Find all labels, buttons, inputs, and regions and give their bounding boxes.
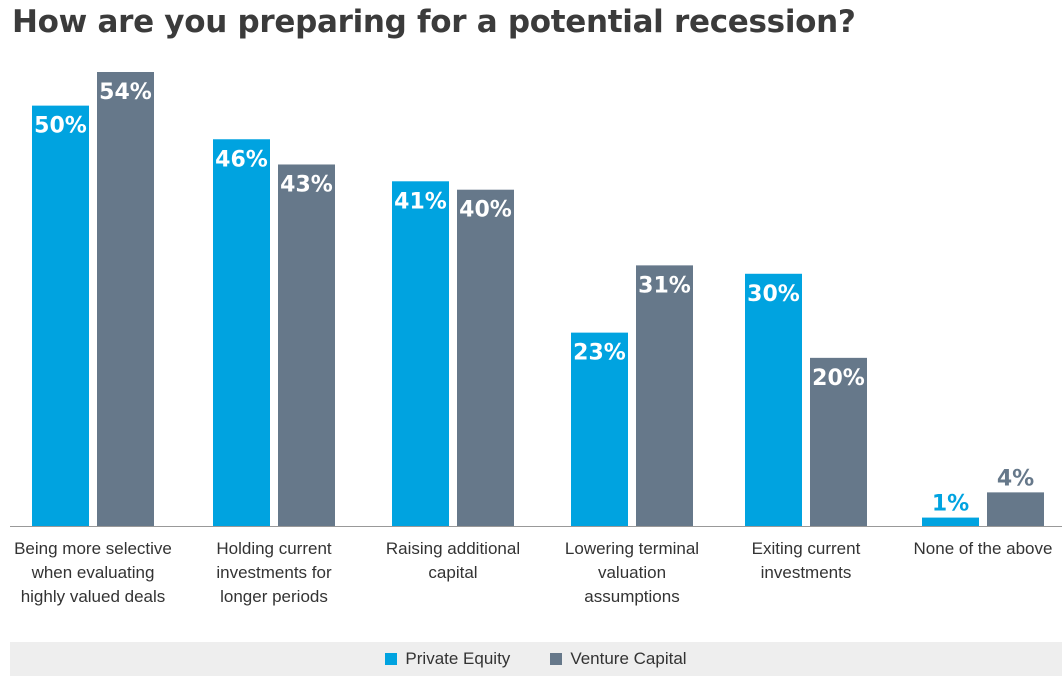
- legend-item-private-equity: Private Equity: [385, 649, 510, 669]
- bar-private-equity: [922, 517, 979, 526]
- category-label: Lowering terminal valuation assumptions: [565, 539, 699, 606]
- bar-group: 46% 43%: [213, 139, 335, 526]
- bar-venture-capital: [636, 265, 693, 526]
- data-label: 43%: [280, 172, 333, 197]
- bar-group: 23% 31%: [571, 265, 693, 526]
- legend-label-venture-capital: Venture Capital: [570, 649, 687, 668]
- data-label: 41%: [394, 189, 447, 214]
- data-label: 4%: [997, 466, 1034, 491]
- bar-private-equity: [392, 181, 449, 526]
- legend-swatch-private-equity: [385, 653, 398, 665]
- legend-item-venture-capital: Venture Capital: [550, 649, 687, 669]
- bar-chart: 50% 54% Being more selective when evaluatin…: [10, 72, 1062, 606]
- category-label: Raising additional capital: [386, 539, 520, 582]
- legend-swatch-venture-capital: [550, 653, 563, 665]
- bar-venture-capital: [987, 492, 1044, 526]
- bar-venture-capital: [810, 357, 867, 526]
- legend: Private Equity Venture Capital: [10, 642, 1062, 676]
- bar-group: 50% 54%: [32, 72, 154, 526]
- data-label: 31%: [638, 273, 691, 298]
- data-label: 46%: [215, 147, 268, 172]
- category-label: Exiting current investments: [752, 539, 861, 582]
- bar-venture-capital: [97, 72, 154, 526]
- data-label: 50%: [34, 114, 87, 139]
- bar-venture-capital: [278, 164, 335, 526]
- data-label: 23%: [573, 341, 626, 366]
- legend-label-private-equity: Private Equity: [405, 649, 511, 668]
- bar-group: 30% 20%: [745, 273, 867, 526]
- bar-group: 41% 40%: [392, 181, 514, 526]
- bar-private-equity: [32, 105, 89, 526]
- chart-title: How are you preparing for a potential re…: [12, 4, 856, 40]
- data-label: 1%: [932, 492, 969, 517]
- data-label: 30%: [747, 282, 800, 307]
- data-label: 40%: [459, 198, 512, 223]
- category-label: None of the above: [914, 539, 1053, 558]
- bar-private-equity: [213, 139, 270, 526]
- bar-venture-capital: [457, 189, 514, 526]
- bar-private-equity: [745, 273, 802, 526]
- bar-group: 1% 4%: [922, 466, 1044, 526]
- category-label: Being more selective when evaluating highl…: [14, 539, 172, 606]
- data-label: 54%: [99, 80, 152, 105]
- bar-private-equity: [571, 332, 628, 526]
- category-label: Holding current investments for longer per…: [216, 539, 332, 606]
- data-label: 20%: [812, 366, 865, 391]
